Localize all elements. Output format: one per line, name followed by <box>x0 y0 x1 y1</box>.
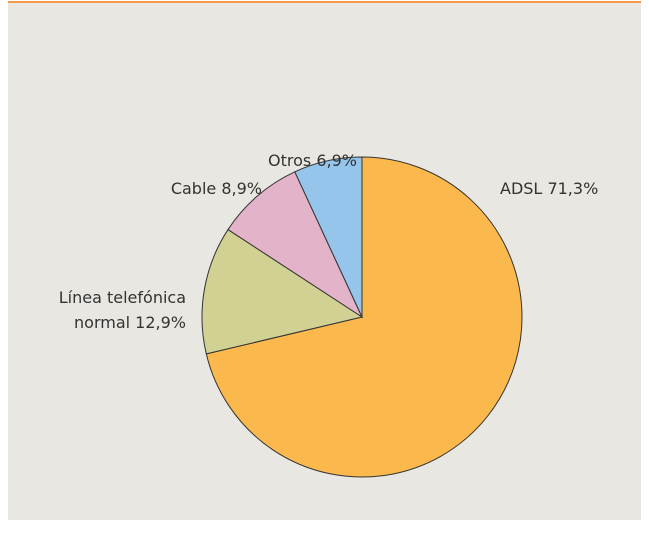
slice-label: Cable 8,9% <box>122 176 262 201</box>
category-label: Cable <box>170 179 217 198</box>
category-label: Otros <box>268 151 312 170</box>
pie-slice <box>294 156 363 318</box>
category-label: Línea telefónica normal <box>58 288 186 332</box>
slice-label: ADSL 71,3% <box>500 176 640 201</box>
slice-label: Línea telefónica normal 12,9% <box>16 285 186 335</box>
slice-label: Otros 6,9% <box>217 148 357 173</box>
pie-slice <box>205 156 523 478</box>
value-label: 12,9% <box>135 313 186 332</box>
value-label: 6,9% <box>316 151 357 170</box>
category-label: ADSL <box>500 179 543 198</box>
pie-slice <box>201 228 364 355</box>
value-label: 8,9% <box>221 179 262 198</box>
value-label: 71,3% <box>547 179 599 198</box>
pie-slice <box>227 171 364 319</box>
top-rule <box>8 1 641 3</box>
